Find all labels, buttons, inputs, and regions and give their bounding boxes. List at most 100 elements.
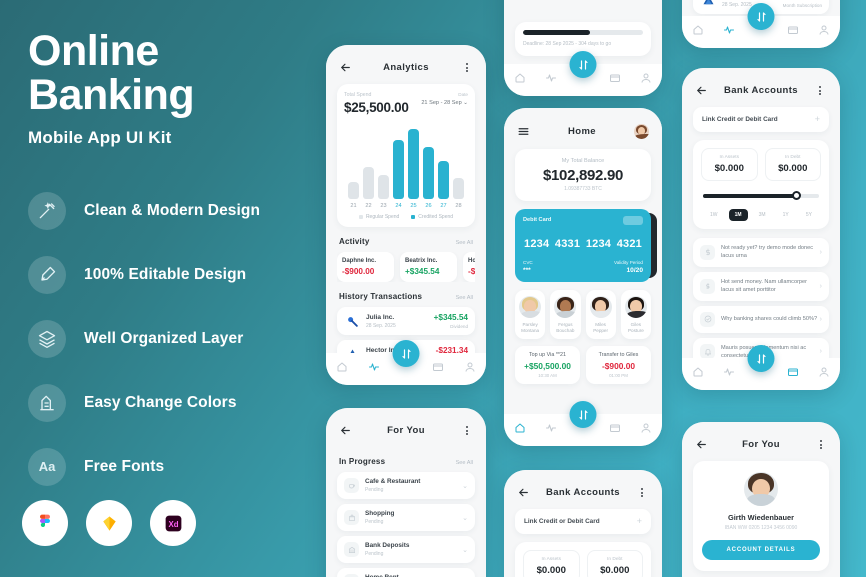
list-item[interactable]: Hot send money. Nam ullamcorper lacus si… [693, 271, 829, 301]
nav-home-icon[interactable] [514, 71, 526, 89]
avatar [554, 296, 577, 318]
avatar[interactable] [634, 124, 649, 139]
nav-analytics-icon[interactable] [723, 23, 735, 41]
nav-profile-icon[interactable] [818, 23, 830, 41]
more-options-icon[interactable] [636, 487, 649, 498]
nav-home-icon[interactable] [692, 365, 704, 383]
menu-icon[interactable] [517, 125, 530, 138]
list-item[interactable]: Cafe & Restaurant Pending ⌄ [337, 472, 475, 499]
quick-tx-card[interactable]: Top up Via **21 +$50,500.00 10:30 AM [515, 346, 580, 385]
activity-card[interactable]: Holly Inc. -$213.3 [463, 252, 475, 282]
nav-profile-icon[interactable] [640, 421, 652, 439]
more-options-icon[interactable] [460, 425, 473, 436]
plus-icon[interactable]: + [636, 516, 642, 526]
nav-analytics-icon[interactable] [545, 421, 557, 439]
nav-profile-icon[interactable] [818, 365, 830, 383]
quick-tx-card[interactable]: Transfer to Giles -$900.00 01:00 PM [586, 346, 651, 385]
table-row[interactable]: Julia Inc. 28 Sep. 2025 +$345.54 Dividen… [337, 307, 475, 335]
nav-home-icon[interactable] [514, 421, 526, 439]
link-card-row[interactable]: Link Credit or Debit Card + [515, 509, 651, 534]
back-arrow-icon[interactable] [695, 84, 708, 97]
see-all-link[interactable]: See All [455, 460, 473, 466]
tab-5y[interactable]: 5Y [805, 212, 812, 218]
card-type-label: Debit Card [523, 217, 552, 223]
nav-card-icon[interactable] [432, 360, 444, 378]
more-options-icon[interactable] [814, 439, 827, 450]
list-item[interactable]: Why banking shares could climb 50%? › [693, 305, 829, 333]
activity-card[interactable]: Beatrix Inc. +$345.54 [400, 252, 457, 282]
nav-card-icon[interactable] [787, 23, 799, 41]
tab-3m[interactable]: 3M [758, 212, 766, 218]
chevron-right-icon[interactable]: › [819, 348, 822, 356]
avatar [589, 296, 612, 318]
plus-icon[interactable]: + [814, 114, 820, 124]
transfer-fab-button[interactable] [569, 51, 597, 78]
transfer-fab-button[interactable] [392, 340, 420, 367]
transfer-fab-button[interactable] [747, 3, 775, 30]
transfer-fab-button[interactable] [747, 345, 775, 372]
goal-progress-card: Deadline: 28 Sep 2025 - 304 days to go [515, 22, 651, 56]
shopping-icon [344, 510, 359, 525]
chevron-down-icon[interactable]: ⌄ [462, 514, 468, 522]
page-title: Bank Accounts [545, 487, 620, 498]
account-details-button[interactable]: ACCOUNT DETAILS [702, 540, 820, 560]
nav-profile-icon[interactable] [640, 71, 652, 89]
contact-card[interactable]: Fergus Bouchab [550, 290, 581, 340]
contact-last-name: Pepper [593, 328, 609, 334]
chart-x-axis: 21 22 23 24 25 26 27 28 [344, 199, 468, 209]
more-options-icon[interactable] [814, 85, 827, 96]
see-all-link[interactable]: See All [455, 295, 473, 301]
chart-bar [363, 167, 374, 199]
page-title: Home [568, 126, 596, 137]
back-arrow-icon[interactable] [695, 438, 708, 451]
feature-label: Free Fonts [84, 457, 165, 475]
tab-1m[interactable]: 1M [728, 209, 748, 221]
chevron-down-icon[interactable]: ⌄ [462, 482, 468, 490]
nav-home-icon[interactable] [692, 23, 704, 41]
page-title: Bank Accounts [723, 85, 798, 96]
tab-1w[interactable]: 1W [710, 212, 718, 218]
chevron-right-icon[interactable]: › [819, 315, 822, 323]
nav-analytics-icon[interactable] [723, 365, 735, 383]
link-card-label: Link Credit or Debit Card [702, 116, 778, 123]
quick-tx-title: Transfer to Giles [598, 352, 639, 359]
back-arrow-icon[interactable] [339, 424, 352, 437]
back-arrow-icon[interactable] [517, 486, 530, 499]
activity-card[interactable]: Daphne Inc. -$900.00 [337, 252, 394, 282]
contacts-list: Parsley Montana Fergus Bouchab Miles Pepper… [515, 290, 651, 340]
more-options-icon[interactable] [460, 62, 473, 73]
contact-card[interactable]: Parsley Montana [515, 290, 546, 340]
nav-profile-icon[interactable] [464, 360, 476, 378]
list-item[interactable]: Home Rent Pending ⌄ [337, 568, 475, 577]
phone-notch [554, 470, 612, 483]
chevron-right-icon[interactable]: › [819, 282, 822, 290]
nav-analytics-icon[interactable] [368, 360, 380, 378]
contact-card[interactable]: Giles Posture [620, 290, 651, 340]
back-arrow-icon[interactable] [339, 61, 352, 74]
nav-card-icon[interactable] [609, 421, 621, 439]
range-slider[interactable] [703, 191, 819, 200]
list-item[interactable]: Not ready yet? try demo mode donec lacus… [693, 238, 829, 267]
analytics-header: Analytics [326, 45, 486, 84]
tab-1y[interactable]: 1Y [782, 212, 789, 218]
date-range-selector[interactable]: 21 Sep - 28 Sep ⌄ [421, 100, 468, 106]
debit-card[interactable]: Debit Card 1234 4331 1234 4321 CVC *** [515, 209, 651, 282]
slider-knob[interactable] [792, 191, 802, 200]
transfer-fab-button[interactable] [569, 401, 597, 428]
stat-label: In Assets [719, 155, 739, 160]
item-name: Shopping [365, 510, 395, 517]
list-item[interactable]: Shopping Pending ⌄ [337, 504, 475, 531]
item-name: Bank Deposits [365, 542, 410, 549]
adobe-xd-icon: Xd [150, 500, 196, 546]
list-item[interactable]: Bank Deposits Pending ⌄ [337, 536, 475, 563]
chevron-down-icon[interactable]: ⌄ [462, 546, 468, 554]
link-card-row[interactable]: Link Credit or Debit Card + [693, 107, 829, 132]
nav-analytics-icon[interactable] [545, 71, 557, 89]
nav-card-icon[interactable] [787, 365, 799, 383]
contact-card[interactable]: Miles Pepper [585, 290, 616, 340]
stat-in-debt: In Debt $0.000 [586, 550, 643, 577]
see-all-link[interactable]: See All [455, 240, 473, 246]
nav-card-icon[interactable] [609, 71, 621, 89]
chevron-right-icon[interactable]: › [819, 248, 822, 256]
nav-home-icon[interactable] [336, 360, 348, 378]
